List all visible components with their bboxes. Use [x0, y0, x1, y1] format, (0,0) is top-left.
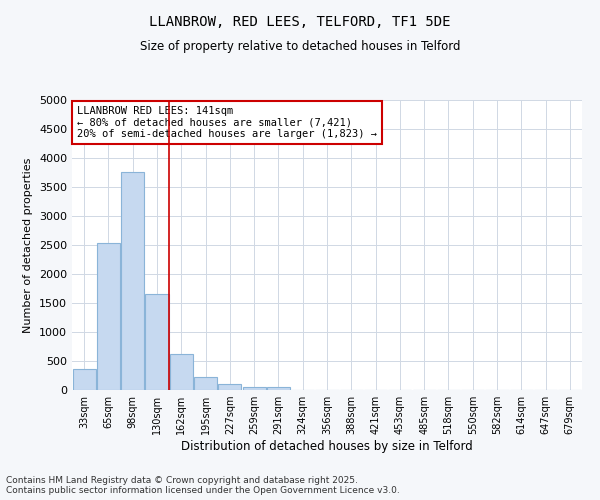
- Bar: [73, 368, 95, 390]
- Text: LLANBROW, RED LEES, TELFORD, TF1 5DE: LLANBROW, RED LEES, TELFORD, TF1 5DE: [149, 15, 451, 29]
- Bar: [121, 172, 144, 390]
- Text: Size of property relative to detached houses in Telford: Size of property relative to detached ho…: [140, 40, 460, 53]
- Bar: [267, 387, 290, 390]
- Bar: [242, 386, 266, 390]
- Text: Contains HM Land Registry data © Crown copyright and database right 2025.
Contai: Contains HM Land Registry data © Crown c…: [6, 476, 400, 495]
- Bar: [97, 242, 120, 390]
- Bar: [218, 384, 241, 390]
- X-axis label: Distribution of detached houses by size in Telford: Distribution of detached houses by size …: [181, 440, 473, 453]
- Bar: [194, 376, 217, 390]
- Bar: [170, 354, 193, 390]
- Bar: [145, 294, 169, 390]
- Text: LLANBROW RED LEES: 141sqm
← 80% of detached houses are smaller (7,421)
20% of se: LLANBROW RED LEES: 141sqm ← 80% of detac…: [77, 106, 377, 139]
- Y-axis label: Number of detached properties: Number of detached properties: [23, 158, 34, 332]
